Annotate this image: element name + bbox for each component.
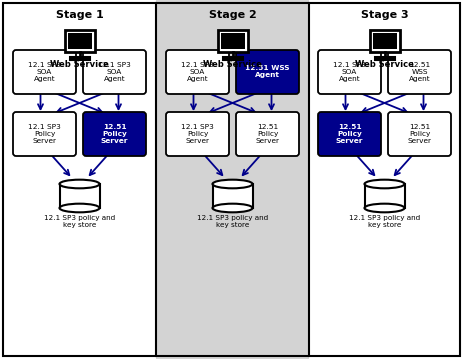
FancyBboxPatch shape — [236, 50, 299, 94]
Text: 12.1 SP3 policy and
key store: 12.1 SP3 policy and key store — [197, 215, 268, 228]
FancyBboxPatch shape — [388, 112, 451, 156]
FancyBboxPatch shape — [83, 112, 146, 156]
Text: 12.51
Policy
Server: 12.51 Policy Server — [256, 124, 280, 144]
FancyBboxPatch shape — [369, 30, 400, 52]
Bar — [223, 57, 243, 60]
Text: 12.1 SP3
SOA
Agent: 12.1 SP3 SOA Agent — [98, 62, 131, 82]
FancyBboxPatch shape — [13, 112, 76, 156]
Bar — [309, 0, 460, 359]
Ellipse shape — [60, 204, 100, 212]
FancyBboxPatch shape — [318, 50, 381, 94]
Text: Web Service: Web Service — [355, 60, 414, 69]
Text: 12.51
Policy
Server: 12.51 Policy Server — [336, 124, 363, 144]
Text: 12.1 SP3 policy and
key store: 12.1 SP3 policy and key store — [44, 215, 115, 228]
Bar — [68, 33, 92, 49]
Ellipse shape — [213, 204, 252, 212]
FancyBboxPatch shape — [218, 30, 248, 52]
FancyBboxPatch shape — [64, 30, 94, 52]
FancyBboxPatch shape — [318, 112, 381, 156]
Text: 12.51 WSS
Agent: 12.51 WSS Agent — [245, 65, 290, 79]
Text: 12.1 SP3 policy and
key store: 12.1 SP3 policy and key store — [349, 215, 420, 228]
Text: 12.1 SP3
SOA
Agent: 12.1 SP3 SOA Agent — [28, 62, 61, 82]
Text: Stage 1: Stage 1 — [56, 10, 103, 20]
FancyBboxPatch shape — [236, 112, 299, 156]
Ellipse shape — [60, 180, 100, 188]
Text: Web Service: Web Service — [203, 60, 262, 69]
Text: 12.51
WSS
Agent: 12.51 WSS Agent — [409, 62, 430, 82]
FancyBboxPatch shape — [166, 50, 229, 94]
FancyBboxPatch shape — [13, 50, 76, 94]
FancyBboxPatch shape — [166, 112, 229, 156]
Text: Web Service: Web Service — [50, 60, 109, 69]
Ellipse shape — [364, 180, 405, 188]
Ellipse shape — [213, 180, 252, 188]
Bar — [220, 33, 244, 49]
Text: 12.51
Policy
Server: 12.51 Policy Server — [407, 124, 432, 144]
Text: 12.1 SP3
SOA
Agent: 12.1 SP3 SOA Agent — [181, 62, 214, 82]
Text: 12.1 SP3
Policy
Server: 12.1 SP3 Policy Server — [181, 124, 214, 144]
Text: Stage 3: Stage 3 — [361, 10, 408, 20]
Text: Stage 2: Stage 2 — [209, 10, 257, 20]
Bar — [60, 184, 100, 208]
Text: 12.51
Policy
Server: 12.51 Policy Server — [101, 124, 128, 144]
Bar — [156, 0, 309, 359]
FancyBboxPatch shape — [388, 50, 451, 94]
Bar — [69, 57, 89, 60]
Bar — [375, 57, 394, 60]
Bar — [3, 0, 156, 359]
FancyBboxPatch shape — [83, 50, 146, 94]
Text: 12.1 SP3
Policy
Server: 12.1 SP3 Policy Server — [28, 124, 61, 144]
Bar — [364, 184, 405, 208]
Bar — [213, 184, 252, 208]
Ellipse shape — [364, 204, 405, 212]
Text: 12.1 SP3
SOA
Agent: 12.1 SP3 SOA Agent — [333, 62, 366, 82]
Bar — [373, 33, 396, 49]
